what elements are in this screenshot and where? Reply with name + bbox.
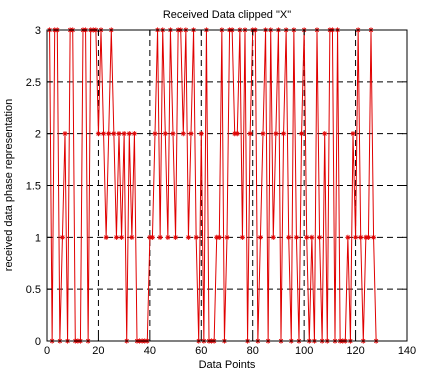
- data-point-marker: [247, 131, 253, 137]
- data-point-marker: [273, 131, 279, 137]
- x-tick-label: 20: [92, 345, 104, 357]
- y-tick-label: 1.5: [26, 181, 41, 193]
- data-point-marker: [216, 234, 222, 240]
- data-point-marker: [180, 131, 186, 137]
- data-point-marker: [121, 131, 127, 137]
- y-tick-label: 0.5: [26, 284, 41, 296]
- data-point-marker: [322, 131, 328, 137]
- data-point-marker: [293, 234, 300, 240]
- data-point-marker: [126, 131, 132, 137]
- data-point-marker: [129, 234, 135, 240]
- data-point-marker: [111, 131, 117, 137]
- data-point-marker: [352, 234, 359, 240]
- data-point-marker: [350, 131, 356, 137]
- x-tick-label: 0: [44, 345, 50, 357]
- data-point-marker: [234, 131, 240, 137]
- x-tick-label: 80: [247, 345, 259, 357]
- chart-title: Received Data clipped "X": [163, 9, 291, 21]
- data-point-marker: [162, 131, 168, 137]
- y-tick-label: 0: [35, 336, 41, 348]
- x-tick-label: 60: [195, 345, 207, 357]
- y-ticks: 0 0.5 1 1.5 2 2.5 3: [26, 25, 407, 348]
- data-point-marker: [113, 234, 120, 240]
- y-axis-label: received data phase representation: [3, 99, 15, 271]
- y-tick-label: 2.5: [26, 77, 41, 89]
- data-point-marker: [103, 234, 109, 240]
- data-point-marker: [239, 234, 246, 240]
- data-point-marker: [118, 234, 125, 240]
- data-point-marker: [106, 131, 112, 137]
- data-point-marker: [157, 234, 163, 240]
- data-point-marker: [62, 131, 68, 137]
- data-point-marker: [286, 234, 292, 240]
- data-point-marker: [152, 131, 158, 137]
- x-axis-label: Data Points: [199, 359, 256, 371]
- x-ticks: 0 20 40 60 80 100 120 140: [44, 30, 416, 357]
- y-tick-label: 2: [35, 129, 41, 141]
- data-point-marker: [280, 131, 287, 137]
- x-tick-label: 100: [295, 345, 313, 357]
- x-tick-label: 40: [144, 345, 156, 357]
- data-point-marker: [304, 234, 310, 240]
- data-point-marker: [365, 234, 372, 240]
- data-point-marker: [116, 131, 122, 137]
- x-tick-label: 120: [346, 345, 364, 357]
- data-point-marker: [188, 131, 194, 137]
- data-point-marker: [172, 234, 179, 240]
- y-tick-label: 1: [35, 232, 41, 244]
- data-point-marker: [185, 234, 192, 240]
- data-point-marker: [131, 131, 138, 137]
- data-point-marker: [345, 234, 351, 240]
- data-point-marker: [149, 234, 156, 240]
- data-point-marker: [59, 234, 66, 240]
- data-point-marker: [165, 234, 171, 240]
- data-point-marker: [316, 234, 323, 240]
- data-point-marker: [224, 234, 230, 240]
- data-point-marker: [193, 234, 199, 240]
- x-tick-label: 140: [398, 345, 416, 357]
- data-point-marker: [257, 234, 264, 240]
- data-point-marker: [298, 131, 305, 137]
- data-point-marker: [100, 131, 107, 137]
- data-point-marker: [270, 234, 276, 240]
- data-point-marker: [358, 234, 364, 240]
- data-point-marker: [95, 131, 102, 137]
- data-point-marker: [260, 131, 266, 137]
- data-point-marker: [198, 131, 204, 137]
- data-point-marker: [309, 234, 315, 240]
- y-tick-label: 3: [35, 25, 41, 37]
- data-point-marker: [170, 131, 176, 137]
- data-point-marker: [370, 234, 377, 240]
